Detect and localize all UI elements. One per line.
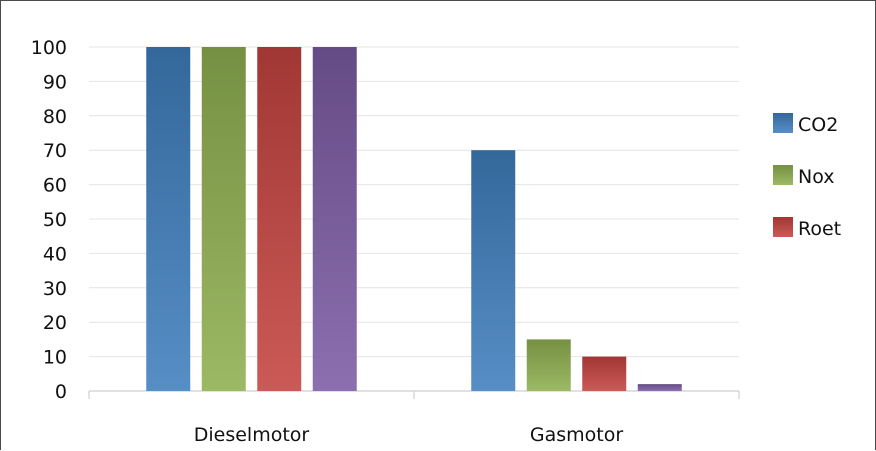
bar	[582, 356, 627, 391]
y-tick-label: 30	[43, 278, 67, 300]
bar	[526, 339, 571, 391]
x-axis-categories: Dieselmotor Gasmotor	[194, 424, 624, 446]
bar	[471, 150, 516, 391]
bar	[637, 384, 682, 391]
bar	[201, 47, 246, 391]
y-tick-label: 80	[43, 106, 67, 128]
legend-swatch	[773, 217, 793, 237]
gridlines	[89, 46, 739, 358]
y-tick-label: 20	[43, 312, 67, 334]
legend-swatch	[773, 113, 793, 133]
axes	[88, 390, 740, 399]
legend-label: CO2	[798, 114, 838, 136]
y-tick-label: 90	[43, 71, 67, 93]
bar	[257, 47, 302, 391]
bars	[146, 47, 682, 391]
legend-label: Nox	[798, 166, 835, 188]
bar	[312, 47, 357, 391]
y-tick-label: 40	[43, 243, 67, 265]
y-tick-label: 0	[55, 381, 67, 403]
x-category-label: Dieselmotor	[194, 424, 310, 446]
legend-swatch	[773, 165, 793, 185]
y-tick-label: 70	[43, 140, 67, 162]
legend-label: Roet	[798, 218, 841, 240]
y-axis-ticks: 0 10 20 30 40 50 60 70 80 90 100	[31, 37, 67, 403]
y-tick-label: 10	[43, 347, 67, 369]
y-tick-label: 60	[43, 175, 67, 197]
y-tick-label: 50	[43, 209, 67, 231]
x-category-label: Gasmotor	[530, 424, 623, 446]
bar	[146, 47, 191, 391]
legend: CO2 Nox Roet	[773, 113, 841, 240]
y-tick-label: 100	[31, 37, 67, 59]
